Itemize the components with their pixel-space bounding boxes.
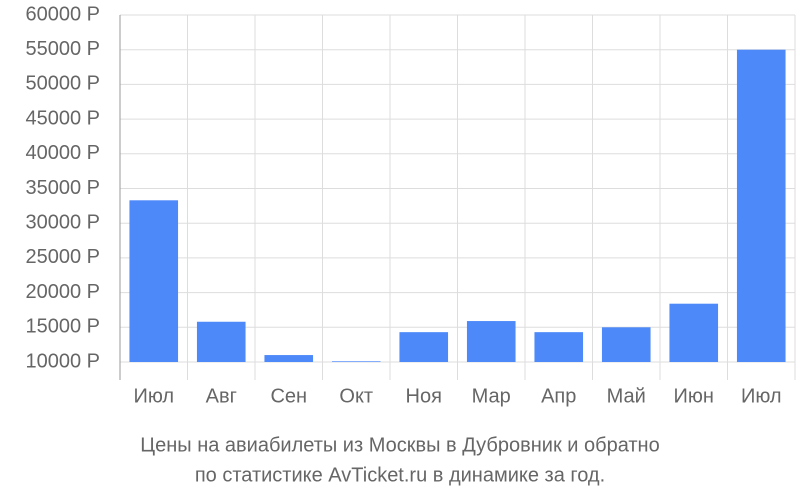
x-tick-label: Ноя — [406, 385, 442, 407]
y-tick-label: 25000 Р — [25, 246, 100, 268]
y-tick-label: 60000 Р — [25, 3, 100, 25]
y-tick-label: 45000 Р — [25, 107, 100, 129]
y-tick-label: 50000 Р — [25, 73, 100, 95]
x-tick-label: Июн — [674, 385, 714, 407]
x-tick-label: Авг — [206, 385, 237, 407]
bar — [601, 327, 651, 362]
bar — [399, 332, 449, 362]
x-tick-label: Июл — [741, 385, 782, 407]
bar — [466, 321, 516, 362]
x-tick-label: Окт — [339, 385, 373, 407]
y-tick-label: 30000 Р — [25, 211, 100, 233]
bar — [669, 303, 719, 362]
x-tick-label: Апр — [541, 385, 576, 407]
y-tick-label: 35000 Р — [25, 177, 100, 199]
bar — [264, 355, 314, 362]
bar — [736, 49, 786, 362]
y-tick-label: 55000 Р — [25, 38, 100, 60]
bar — [196, 321, 246, 362]
x-tick-label: Июл — [133, 385, 174, 407]
x-tick-label: Май — [607, 385, 646, 407]
chart-title: Цены на авиабилеты из Москвы в Дубровник… — [140, 434, 659, 456]
y-tick-label: 15000 Р — [25, 316, 100, 338]
y-tick-label: 40000 Р — [25, 142, 100, 164]
x-tick-label: Сен — [270, 385, 307, 407]
bar — [534, 332, 584, 362]
y-tick-label: 10000 Р — [25, 350, 100, 372]
bar — [331, 361, 381, 362]
x-tick-label: Мар — [472, 385, 511, 407]
y-tick-label: 20000 Р — [25, 281, 100, 303]
bar — [129, 200, 179, 362]
chart-title: по статистике AvTicket.ru в динамике за … — [195, 464, 605, 486]
